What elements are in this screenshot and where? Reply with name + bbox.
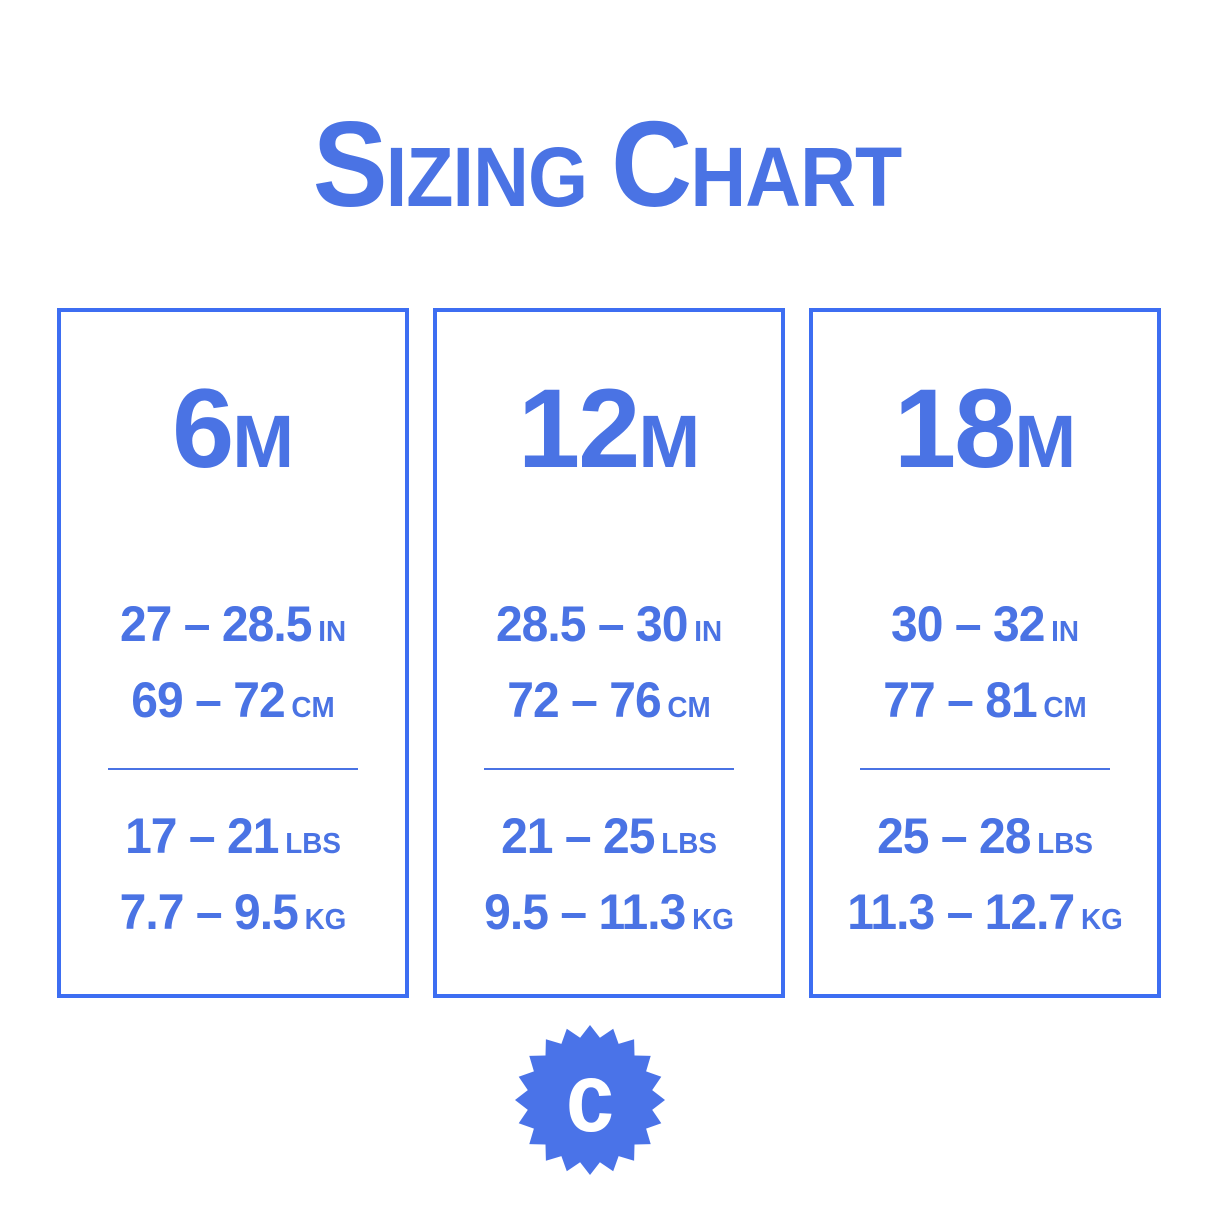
size-suffix: M — [638, 400, 701, 483]
weight-kg: 11.3 – 12.7 KG — [820, 878, 1150, 954]
height-inches-range: 28.5 – 30 — [495, 596, 689, 652]
height-cm-unit: CM — [291, 692, 335, 724]
weight-kg-range: 7.7 – 9.5 — [119, 884, 299, 940]
height-cm-range: 77 – 81 — [883, 672, 1037, 728]
weight-lbs-range: 25 – 28 — [877, 808, 1031, 864]
weight-kg-range: 9.5 – 11.3 — [484, 884, 686, 940]
measurements-18m: 30 – 32 IN 77 – 81 CM 25 – 28 LBS 11.3 – 12… — [813, 590, 1157, 954]
size-label-18m: 18M — [813, 373, 1157, 485]
title-word2-initial: C — [611, 96, 692, 232]
weight-kg-unit: KG — [692, 904, 734, 936]
weight-kg: 7.7 – 9.5 KG — [68, 878, 398, 954]
weight-lbs-range: 21 – 25 — [501, 808, 655, 864]
height-inches-unit: IN — [318, 616, 347, 648]
weight-lbs: 17 – 21 LBS — [68, 802, 398, 878]
weight-kg-range: 11.3 – 12.7 — [847, 884, 1075, 940]
brand-letter: c — [566, 1042, 614, 1152]
height-inches-unit: IN — [1051, 616, 1079, 648]
title-word1-rest: izing — [385, 130, 588, 224]
measurements-12m: 28.5 – 30 IN 72 – 76 CM 21 – 25 LBS 9.5 – 1… — [437, 590, 781, 954]
height-cm: 69 – 72 CM — [68, 666, 398, 742]
title-word1-initial: S — [312, 96, 388, 232]
height-inches-range: 27 – 28.5 — [119, 596, 313, 652]
size-label-6m: 6M — [61, 373, 405, 485]
weight-lbs-unit: LBS — [1037, 828, 1093, 860]
height-inches-range: 30 – 32 — [890, 596, 1045, 652]
height-inches: 30 – 32 IN — [820, 590, 1150, 666]
title-word2-rest: hart — [690, 130, 902, 224]
size-box-12m: 12M 28.5 – 30 IN 72 – 76 CM 21 – 25 LBS 9.5… — [433, 308, 785, 998]
weight-lbs-unit: LBS — [285, 828, 341, 860]
height-inches: 28.5 – 30 IN — [444, 590, 774, 666]
weight-kg-unit: KG — [1080, 904, 1123, 936]
divider-line — [484, 768, 734, 770]
measurements-6m: 27 – 28.5 IN 69 – 72 CM 17 – 21 LBS 7.7 – 9… — [61, 590, 405, 954]
size-label-12m: 12M — [437, 373, 781, 485]
height-cm: 77 – 81 CM — [820, 666, 1150, 742]
page-title: Sizing Chart — [49, 103, 1166, 226]
size-number: 12 — [517, 366, 641, 491]
size-box-6m: 6M 27 – 28.5 IN 69 – 72 CM 17 – 21 LBS 7.7 … — [57, 308, 409, 998]
height-cm: 72 – 76 CM — [444, 666, 774, 742]
divider-line — [860, 768, 1110, 770]
height-inches-unit: IN — [694, 616, 723, 648]
weight-lbs: 25 – 28 LBS — [820, 802, 1150, 878]
size-box-18m: 18M 30 – 32 IN 77 – 81 CM 25 – 28 LBS 11.3 … — [809, 308, 1161, 998]
height-cm-range: 72 – 76 — [507, 672, 661, 728]
size-number: 18 — [893, 366, 1017, 491]
weight-kg: 9.5 – 11.3 KG — [444, 878, 774, 954]
weight-lbs-unit: LBS — [661, 828, 717, 860]
height-inches: 27 – 28.5 IN — [68, 590, 398, 666]
divider-line — [108, 768, 358, 770]
height-cm-range: 69 – 72 — [131, 672, 285, 728]
weight-lbs: 21 – 25 LBS — [444, 802, 774, 878]
weight-lbs-range: 17 – 21 — [125, 808, 279, 864]
size-number: 6 — [172, 366, 234, 491]
height-cm-unit: CM — [667, 692, 711, 724]
size-suffix: M — [1014, 400, 1077, 483]
height-cm-unit: CM — [1043, 692, 1087, 724]
size-suffix: M — [232, 400, 294, 483]
brand-badge: c — [515, 1025, 665, 1175]
starburst-icon — [515, 1025, 665, 1175]
weight-kg-unit: KG — [304, 904, 347, 936]
